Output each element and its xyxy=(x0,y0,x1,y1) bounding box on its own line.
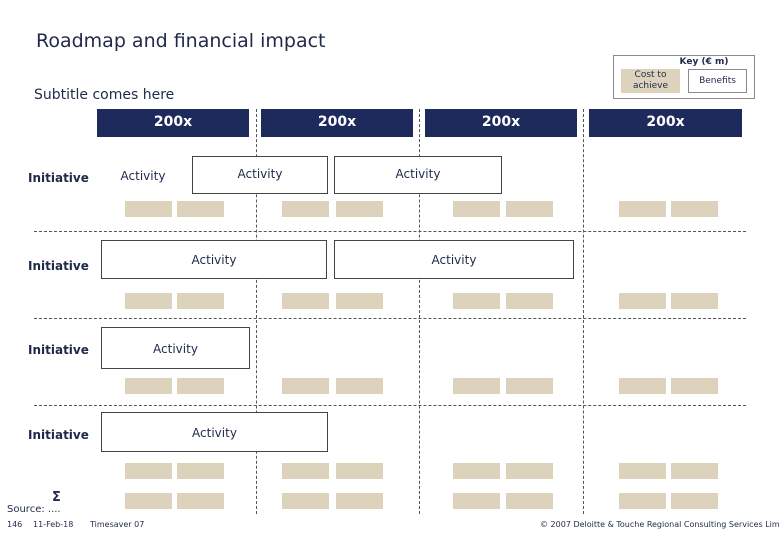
cost-benefit-cell xyxy=(282,378,329,394)
cost-benefit-cell xyxy=(336,493,383,509)
cost-benefit-cell xyxy=(671,493,718,509)
column-divider xyxy=(583,109,584,514)
key-title: Key (€ m) xyxy=(679,57,729,67)
cost-benefit-cell xyxy=(453,378,500,394)
key-cost-swatch: Cost to achieve xyxy=(621,69,680,93)
activity-1-1: Activity xyxy=(103,158,183,194)
cost-benefit-cell xyxy=(125,378,172,394)
cost-benefit-cell xyxy=(177,463,224,479)
cost-benefit-cell xyxy=(282,293,329,309)
key-legend: Key (€ m) Cost to achieve Benefits xyxy=(613,55,755,99)
cost-benefit-cell xyxy=(619,201,666,217)
activity-1-2: Activity xyxy=(192,156,328,194)
period-header-3: 200x xyxy=(425,109,577,137)
cost-benefit-cell xyxy=(453,201,500,217)
activity-2-2: Activity xyxy=(334,240,574,279)
cost-benefit-cell xyxy=(336,463,383,479)
cost-benefit-cell xyxy=(506,493,553,509)
footer-copyright: © 2007 Deloitte & Touche Regional Consul… xyxy=(540,520,780,529)
activity-4-1: Activity xyxy=(101,412,328,452)
initiative-label-4: Initiative xyxy=(28,428,89,442)
key-benefit-swatch: Benefits xyxy=(688,69,747,93)
cost-benefit-cell xyxy=(125,293,172,309)
column-divider xyxy=(256,109,257,514)
cost-benefit-cell xyxy=(177,378,224,394)
cost-benefit-cell xyxy=(671,293,718,309)
cost-benefit-cell xyxy=(453,463,500,479)
cost-benefit-cell xyxy=(125,201,172,217)
cost-benefit-cell xyxy=(671,378,718,394)
activity-2-1: Activity xyxy=(101,240,327,279)
initiative-label-3: Initiative xyxy=(28,343,89,357)
cost-benefit-cell xyxy=(506,293,553,309)
cost-benefit-cell xyxy=(282,463,329,479)
cost-benefit-cell xyxy=(506,378,553,394)
activity-3-1: Activity xyxy=(101,327,250,369)
row-divider xyxy=(34,318,746,319)
cost-benefit-cell xyxy=(506,463,553,479)
period-header-4: 200x xyxy=(589,109,742,137)
cost-benefit-cell xyxy=(282,493,329,509)
cost-benefit-cell xyxy=(282,201,329,217)
cost-benefit-cell xyxy=(125,463,172,479)
cost-benefit-cell xyxy=(453,493,500,509)
initiative-label-2: Initiative xyxy=(28,259,89,273)
initiative-label-1: Initiative xyxy=(28,171,89,185)
sigma-total-label: Σ xyxy=(52,490,61,505)
footer-date: 11-Feb-18 xyxy=(33,520,74,529)
period-header-1: 200x xyxy=(97,109,249,137)
cost-benefit-cell xyxy=(619,493,666,509)
column-divider xyxy=(419,109,420,514)
row-divider xyxy=(34,405,746,406)
cost-benefit-cell xyxy=(453,293,500,309)
row-divider xyxy=(34,231,746,232)
cost-benefit-cell xyxy=(336,378,383,394)
cost-benefit-cell xyxy=(619,463,666,479)
source-note: Source: .... xyxy=(7,504,61,515)
page-subtitle: Subtitle comes here xyxy=(34,87,175,103)
cost-benefit-cell xyxy=(619,293,666,309)
cost-benefit-cell xyxy=(671,201,718,217)
cost-benefit-cell xyxy=(177,201,224,217)
cost-benefit-cell xyxy=(336,293,383,309)
period-header-2: 200x xyxy=(261,109,413,137)
cost-benefit-cell xyxy=(671,463,718,479)
cost-benefit-cell xyxy=(125,493,172,509)
activity-1-3: Activity xyxy=(334,156,502,194)
cost-benefit-cell xyxy=(506,201,553,217)
cost-benefit-cell xyxy=(336,201,383,217)
footer-app: Timesaver 07 xyxy=(90,520,145,529)
page-title: Roadmap and financial impact xyxy=(36,30,326,52)
cost-benefit-cell xyxy=(177,493,224,509)
cost-benefit-cell xyxy=(619,378,666,394)
page-number: 146 xyxy=(7,520,23,529)
cost-benefit-cell xyxy=(177,293,224,309)
